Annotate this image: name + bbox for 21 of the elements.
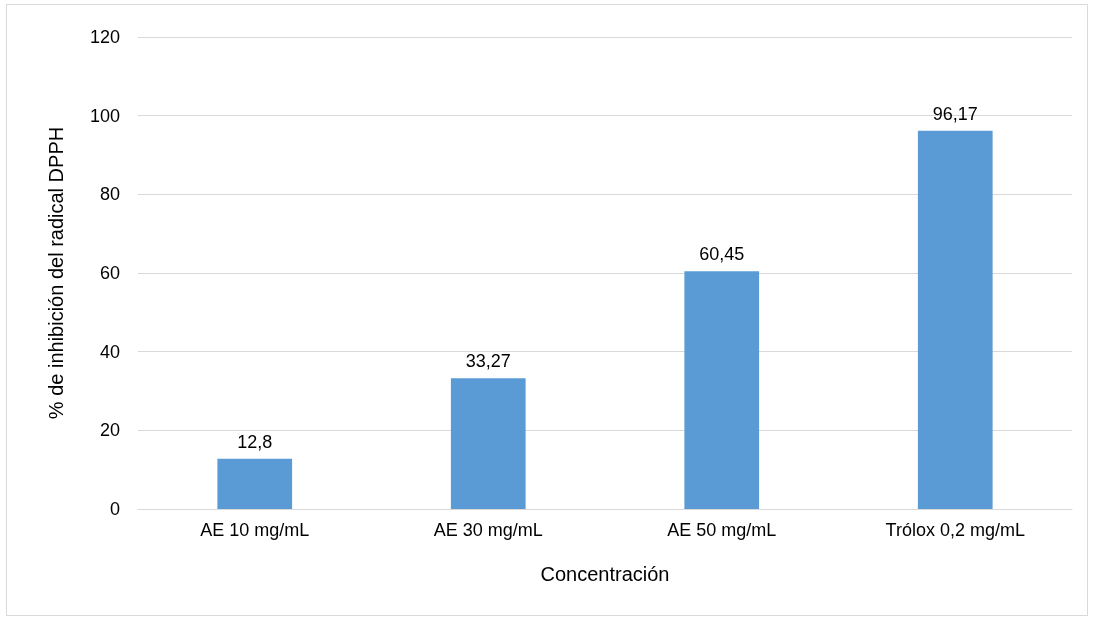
data-label: 33,27 (465, 351, 511, 372)
x-tick-label: Trólox 0,2 mg/mL (885, 520, 1025, 540)
bar (450, 378, 526, 509)
y-tick-label: 60 (99, 263, 120, 283)
bar (217, 458, 293, 509)
bar (917, 130, 993, 509)
data-label: 60,45 (699, 244, 745, 265)
bar (684, 271, 760, 509)
y-tick-label: 0 (109, 499, 120, 519)
x-axis-title: Concentración (540, 563, 670, 585)
y-tick-label: 20 (99, 420, 120, 441)
x-tick-label: AE 50 mg/mL (667, 520, 777, 540)
y-axis-title: % de inhibición del radical DPPH (45, 126, 67, 420)
x-tick-label: AE 30 mg/mL (433, 520, 543, 540)
data-label: 96,17 (932, 103, 978, 124)
data-label: 12,8 (237, 431, 273, 452)
y-tick-label: 120 (89, 27, 120, 47)
x-tick-label: AE 10 mg/mL (200, 520, 310, 540)
y-tick-label: 40 (99, 341, 120, 362)
y-tick-label: 100 (89, 105, 120, 126)
y-tick-label: 80 (99, 184, 120, 205)
